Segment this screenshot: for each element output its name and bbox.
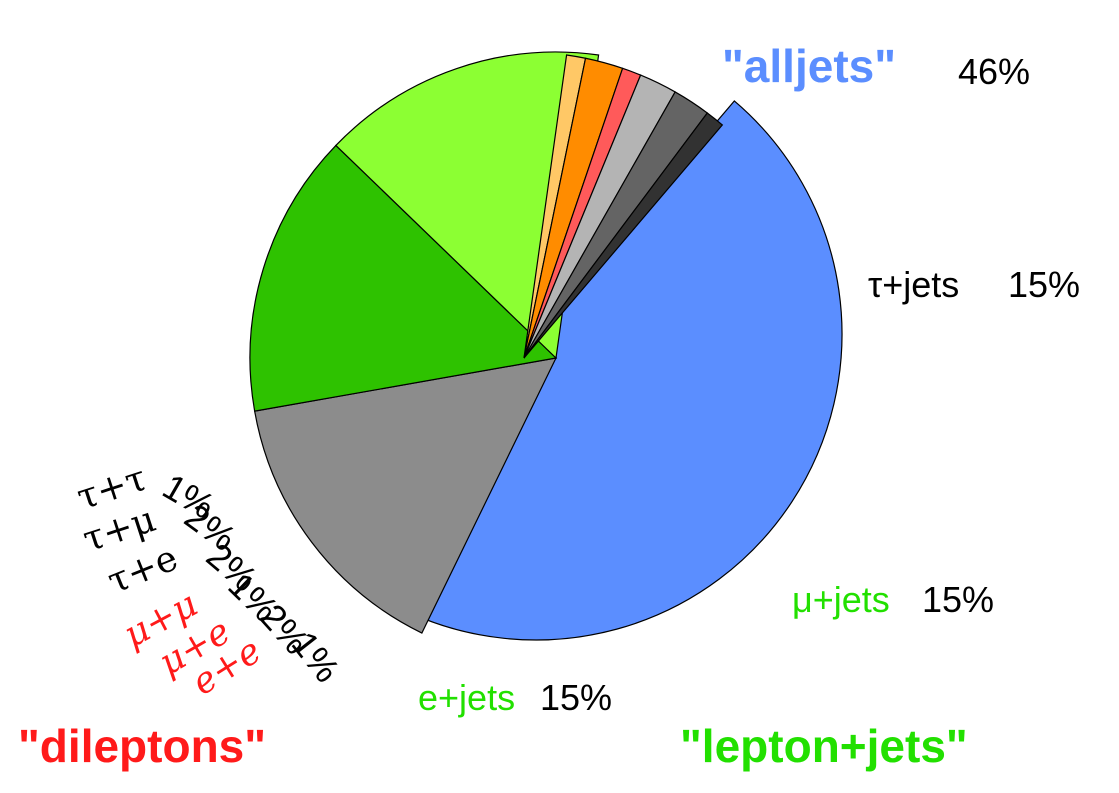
- slice-e-jets: [335, 51, 600, 360]
- pct-tau-jets: 15%: [1008, 264, 1080, 305]
- label-mu-jets: μ+jets: [792, 579, 890, 620]
- pie-slices: [249, 51, 843, 641]
- group-label-dileptons: "dileptons": [18, 720, 266, 772]
- pct-mu-jets: 15%: [922, 579, 994, 620]
- slice-τ-jets: [253, 357, 558, 634]
- slice-τ-τ: [523, 112, 724, 359]
- group-label-lepton-jets: "lepton+jets": [680, 720, 968, 772]
- pct-e-jets: 15%: [540, 677, 612, 718]
- slice-alljets: [401, 100, 843, 641]
- slice-μ-jets: [249, 144, 558, 412]
- label-tau-jets: τ+jets: [868, 264, 959, 305]
- label-e-jets: e+jets: [418, 677, 515, 718]
- pct-alljets: 46%: [958, 51, 1030, 92]
- label-alljets: "alljets": [722, 40, 896, 92]
